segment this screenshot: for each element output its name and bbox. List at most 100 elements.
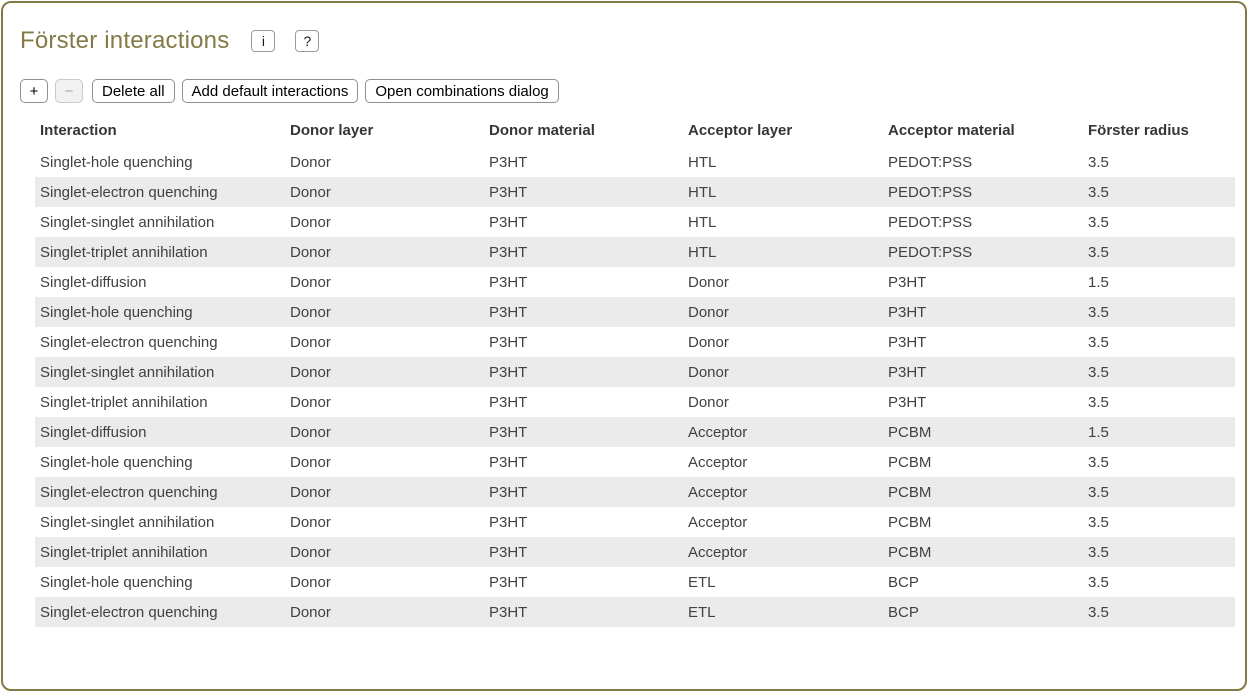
table-cell: P3HT xyxy=(489,573,528,591)
table-cell: Singlet-singlet annihilation xyxy=(40,513,215,531)
table-cell: Donor xyxy=(290,333,331,351)
table-cell: P3HT xyxy=(489,333,528,351)
table-cell: PCBM xyxy=(888,543,932,561)
table-cell: P3HT xyxy=(489,363,528,381)
table-cell: Acceptor xyxy=(688,453,748,471)
table-row[interactable]: Singlet-diffusion Donor P3HT Acceptor PCBM 1.… xyxy=(35,417,1235,447)
table-row[interactable]: Singlet-singlet annihilation Donor P3HT Don… xyxy=(35,357,1235,387)
table-cell: P3HT xyxy=(489,243,528,261)
remove-interaction-button[interactable]: − xyxy=(55,79,83,103)
table-cell: P3HT xyxy=(489,513,528,531)
table-row[interactable]: Singlet-triplet annihilation Donor P3HT HTL… xyxy=(35,237,1235,267)
title-row: Förster interactions i ? xyxy=(20,27,1245,55)
table-cell: P3HT xyxy=(489,543,528,561)
table-cell: 3.5 xyxy=(1088,573,1109,591)
table-cell: Singlet-electron quenching xyxy=(40,483,218,501)
column-header-0: Interaction xyxy=(40,122,117,139)
table-header-row: Interaction Donor layer Donor material Acce… xyxy=(35,114,1235,147)
table-cell: Singlet-diffusion xyxy=(40,423,147,441)
column-header-3: Acceptor layer xyxy=(688,122,793,139)
table-cell: P3HT xyxy=(489,273,528,291)
help-button[interactable]: ? xyxy=(295,30,320,52)
table-cell: Donor xyxy=(688,303,729,321)
table-cell: P3HT xyxy=(489,483,528,501)
table-row[interactable]: Singlet-electron quenching Donor P3HT Donor… xyxy=(35,327,1235,357)
table-cell: HTL xyxy=(688,153,717,171)
table-cell: Singlet-hole quenching xyxy=(40,573,193,591)
table-cell: PEDOT:PSS xyxy=(888,183,973,201)
table-cell: P3HT xyxy=(489,153,528,171)
table-cell: Singlet-hole quenching xyxy=(40,153,193,171)
add-default-interactions-button[interactable]: Add default interactions xyxy=(181,79,359,103)
table-cell: Donor xyxy=(688,363,729,381)
table-cell: Donor xyxy=(290,423,331,441)
table-row[interactable]: Singlet-triplet annihilation Donor P3HT Acc… xyxy=(35,537,1235,567)
table-cell: P3HT xyxy=(489,393,528,411)
table-cell: ETL xyxy=(688,573,716,591)
add-interaction-button[interactable]: + xyxy=(20,79,48,103)
column-header-4: Acceptor material xyxy=(888,122,1015,139)
table-cell: 3.5 xyxy=(1088,333,1109,351)
table-cell: 3.5 xyxy=(1088,603,1109,621)
table-row[interactable]: Singlet-singlet annihilation Donor P3HT Acc… xyxy=(35,507,1235,537)
table-cell: PEDOT:PSS xyxy=(888,213,973,231)
table-cell: Singlet-singlet annihilation xyxy=(40,213,215,231)
table-row[interactable]: Singlet-hole quenching Donor P3HT Donor P3HT… xyxy=(35,297,1235,327)
table-cell: 3.5 xyxy=(1088,483,1109,501)
table-cell: 3.5 xyxy=(1088,393,1109,411)
table-row[interactable]: Singlet-electron quenching Donor P3HT ETL BC… xyxy=(35,597,1235,627)
table-cell: Donor xyxy=(290,303,331,321)
table-cell: Acceptor xyxy=(688,543,748,561)
question-mark-icon: ? xyxy=(303,33,312,49)
table-cell: Donor xyxy=(290,543,331,561)
table-cell: HTL xyxy=(688,183,717,201)
table-cell: Singlet-singlet annihilation xyxy=(40,363,215,381)
table-cell: Acceptor xyxy=(688,423,748,441)
table-cell: Donor xyxy=(688,273,729,291)
table-row[interactable]: Singlet-hole quenching Donor P3HT HTL PEDOT:… xyxy=(35,147,1235,177)
table-cell: Donor xyxy=(290,243,331,261)
table-cell: 3.5 xyxy=(1088,153,1109,171)
table-row[interactable]: Singlet-hole quenching Donor P3HT Acceptor P… xyxy=(35,447,1235,477)
table-cell: P3HT xyxy=(489,213,528,231)
table-cell: 1.5 xyxy=(1088,273,1109,291)
table-cell: Singlet-hole quenching xyxy=(40,303,193,321)
table-row[interactable]: Singlet-triplet annihilation Donor P3HT Don… xyxy=(35,387,1235,417)
table-cell: Acceptor xyxy=(688,513,748,531)
table-cell: PCBM xyxy=(888,453,932,471)
table-cell: P3HT xyxy=(888,333,927,351)
table-cell: HTL xyxy=(688,243,717,261)
table-cell: Singlet-triplet annihilation xyxy=(40,243,208,261)
table-cell: PCBM xyxy=(888,423,932,441)
table-cell: Donor xyxy=(688,393,729,411)
table-row[interactable]: Singlet-electron quenching Donor P3HT Accep… xyxy=(35,477,1235,507)
table-cell: Singlet-diffusion xyxy=(40,273,147,291)
info-button[interactable]: i xyxy=(251,30,276,52)
table-cell: 3.5 xyxy=(1088,453,1109,471)
table-cell: P3HT xyxy=(489,603,528,621)
table-cell: Donor xyxy=(688,333,729,351)
table-cell: PCBM xyxy=(888,483,932,501)
table-cell: Donor xyxy=(290,603,331,621)
table-cell: HTL xyxy=(688,213,717,231)
open-combinations-dialog-button[interactable]: Open combinations dialog xyxy=(365,79,559,103)
table-cell: P3HT xyxy=(888,273,927,291)
table-cell: Singlet-electron quenching xyxy=(40,603,218,621)
table-cell: P3HT xyxy=(489,453,528,471)
table-cell: 3.5 xyxy=(1088,183,1109,201)
table-row[interactable]: Singlet-singlet annihilation Donor P3HT HTL… xyxy=(35,207,1235,237)
toolbar: + − Delete all Add default interactions … xyxy=(20,79,1245,103)
column-header-2: Donor material xyxy=(489,122,595,139)
interactions-table: Interaction Donor layer Donor material Acce… xyxy=(35,114,1235,627)
table-row[interactable]: Singlet-hole quenching Donor P3HT ETL BCP 3.5 xyxy=(35,567,1235,597)
table-cell: 3.5 xyxy=(1088,243,1109,261)
table-cell: 3.5 xyxy=(1088,543,1109,561)
delete-all-button[interactable]: Delete all xyxy=(92,79,175,103)
table-cell: Singlet-hole quenching xyxy=(40,453,193,471)
table-row[interactable]: Singlet-electron quenching Donor P3HT HTL PE… xyxy=(35,177,1235,207)
table-cell: Donor xyxy=(290,213,331,231)
page-title: Förster interactions xyxy=(20,27,230,54)
table-row[interactable]: Singlet-diffusion Donor P3HT Donor P3HT 1.5 xyxy=(35,267,1235,297)
table-cell: BCP xyxy=(888,603,919,621)
